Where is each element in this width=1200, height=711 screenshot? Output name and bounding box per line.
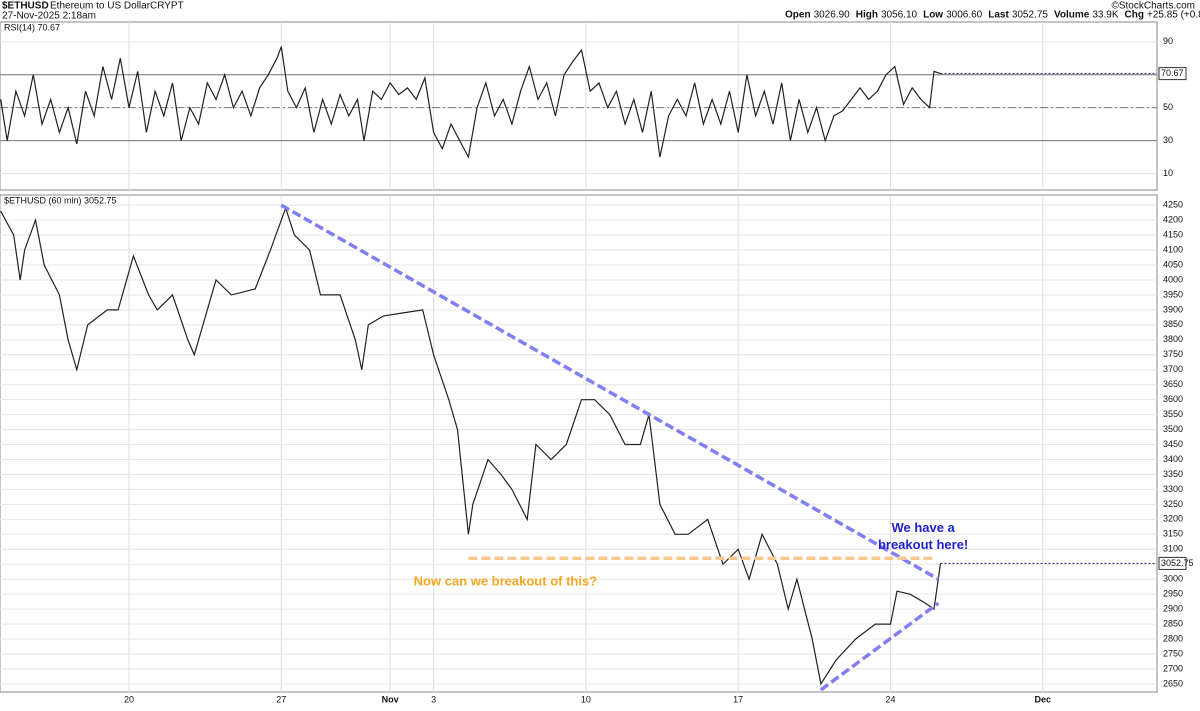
price-frame [0, 194, 1158, 693]
y-tick-label: 3100 [1163, 544, 1183, 554]
last-value-label: 3052.75 [1161, 558, 1194, 568]
x-tick-label: 27 [276, 694, 286, 704]
y-tick-label: 3350 [1163, 469, 1183, 479]
x-tick-label: Dec [1035, 694, 1052, 704]
y-tick-label: 10 [1163, 168, 1173, 178]
y-tick-label: 3450 [1163, 439, 1183, 449]
stat-value: 3006.60 [946, 10, 983, 21]
stat-label: Chg [1125, 10, 1144, 21]
y-tick-label: 4000 [1163, 274, 1183, 284]
x-tick-label: 17 [733, 694, 743, 704]
y-tick-label: 3400 [1163, 454, 1183, 464]
stat-label: Open [785, 10, 811, 21]
rsi-frame [0, 21, 1158, 191]
last-value-tag [1158, 556, 1187, 570]
last-value-label: 70.67 [1161, 68, 1184, 78]
y-tick-label: 4150 [1163, 229, 1183, 239]
stat-value: 3026.90 [814, 10, 851, 21]
stat-value: +25.85 (+0.85%) [1147, 10, 1200, 21]
stat-value: 33.9K [1092, 10, 1118, 21]
y-tick-label: 3800 [1163, 334, 1183, 344]
y-tick-label: 3200 [1163, 514, 1183, 524]
trendline [280, 203, 940, 581]
stat-label: Last [988, 10, 1009, 21]
y-tick-label: 90 [1163, 36, 1173, 46]
y-tick-label: 2750 [1163, 648, 1183, 658]
y-tick-label: 2800 [1163, 633, 1183, 643]
last-value-tag [1158, 67, 1187, 81]
exchange: CRYPT [150, 1, 184, 12]
x-tick-label: Nov [382, 694, 399, 704]
x-tick-label: 10 [581, 694, 591, 704]
series-line [0, 206, 942, 686]
y-tick-label: 4100 [1163, 244, 1183, 254]
y-tick-label: 3850 [1163, 319, 1183, 329]
panel-title: RSI(14) 70.67 [4, 22, 60, 32]
series-line [0, 46, 941, 159]
y-tick-label: 3550 [1163, 409, 1183, 419]
y-tick-label: 3600 [1163, 394, 1183, 404]
y-tick-label: 2850 [1163, 618, 1183, 628]
y-tick-label: 3650 [1163, 379, 1183, 389]
stat-label: Low [923, 10, 943, 21]
stat-label: Volume [1054, 10, 1090, 21]
annotation: breakout here! [878, 537, 968, 552]
trendline [819, 601, 940, 692]
panel-title: $ETHUSD (60 min) 3052.75 [4, 195, 117, 205]
y-tick-label: 50 [1163, 102, 1173, 112]
y-tick-label: 3500 [1163, 424, 1183, 434]
y-tick-label: 30 [1163, 135, 1173, 145]
stat-label: High [856, 10, 878, 21]
stats: Open 3026.90 High 3056.10 Low 3006.60 Last 3052… [785, 10, 1200, 21]
symbol: $ETHUSD [2, 1, 49, 12]
y-tick-label: 3750 [1163, 349, 1183, 359]
y-tick-label: 3300 [1163, 484, 1183, 494]
y-tick-label: 4200 [1163, 215, 1183, 225]
y-tick-label: 3150 [1163, 529, 1183, 539]
x-tick-label: 3 [431, 694, 436, 704]
y-tick-label: 3000 [1163, 574, 1183, 584]
annotation: We have a [891, 520, 955, 535]
annotation: Now can we breakout of this? [414, 574, 598, 589]
y-tick-label: 4250 [1163, 200, 1183, 210]
datetime: 27-Nov-2025 2:18am [2, 11, 96, 22]
y-tick-label: 2900 [1163, 603, 1183, 613]
brand: ©StockCharts.com [1111, 1, 1195, 12]
y-tick-label: 2700 [1163, 663, 1183, 673]
stat-value: 3052.75 [1012, 10, 1049, 21]
stat-value: 3056.10 [881, 10, 918, 21]
y-tick-label: 2650 [1163, 678, 1183, 688]
x-tick-label: 24 [885, 694, 895, 704]
y-tick-label: 3250 [1163, 499, 1183, 509]
instrument-name: Ethereum to US Dollar [50, 1, 151, 12]
x-tick-label: 20 [124, 694, 134, 704]
y-tick-label: 3950 [1163, 289, 1183, 299]
y-tick-label: 3700 [1163, 364, 1183, 374]
y-tick-label: 4050 [1163, 259, 1183, 269]
y-tick-label: 3900 [1163, 304, 1183, 314]
y-tick-label: 2950 [1163, 589, 1183, 599]
